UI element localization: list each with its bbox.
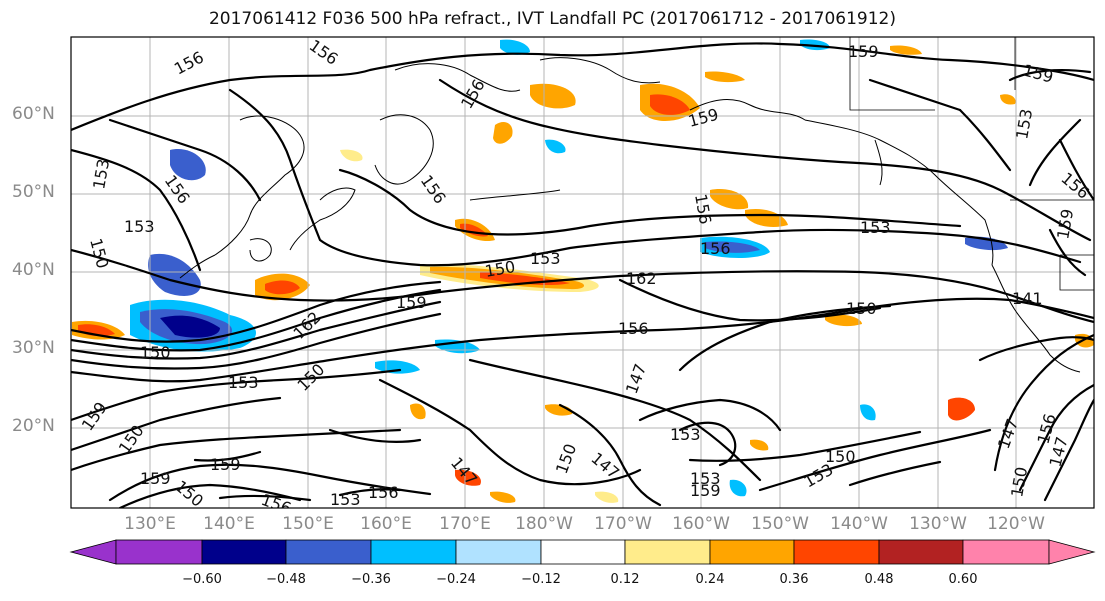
lon-label: 180°W	[515, 514, 573, 534]
colorbar	[69, 539, 1096, 565]
lon-label: 130°E	[124, 514, 176, 534]
colorbar-tick: −0.24	[436, 572, 476, 587]
contour-label: 156	[368, 483, 399, 502]
map-title: 2017061412 F036 500 hPa refract., IVT La…	[208, 9, 896, 29]
lat-label: 50°N	[12, 182, 55, 202]
contour-label: 153	[690, 469, 721, 488]
contour-label: 153	[670, 425, 701, 444]
lon-label: 140°W	[830, 514, 888, 534]
contour-label: 150	[846, 299, 877, 318]
colorbar-tick: 0.60	[948, 572, 978, 587]
colorbar-tick: −0.60	[182, 572, 222, 587]
colorbar-tick: 0.12	[610, 572, 640, 587]
shaded-anomalies	[72, 39, 1094, 503]
lon-label: 120°W	[987, 514, 1045, 534]
colorbar-tick: −0.12	[521, 572, 561, 587]
lon-label: 150°W	[751, 514, 809, 534]
contour-label: 162	[626, 269, 657, 288]
contour-label: 153	[330, 490, 361, 509]
lat-label: 20°N	[12, 416, 55, 436]
colorbar-tick: 0.36	[779, 572, 809, 587]
coastlines	[179, 57, 1081, 373]
contour-label: 150	[825, 447, 856, 466]
contour-label: 159	[210, 455, 241, 474]
lon-label: 170°W	[594, 514, 652, 534]
height-contours	[71, 42, 1094, 508]
colorbar-tick: 0.24	[695, 572, 725, 587]
colorbar-extend-high	[1048, 539, 1096, 565]
contour-label: 156	[700, 239, 731, 258]
lat-label: 30°N	[12, 338, 55, 358]
colorbar-tick: 0.48	[864, 572, 894, 587]
contour-label: 150	[140, 343, 171, 362]
contour-label: 159	[396, 293, 427, 312]
lon-label: 130°W	[909, 514, 967, 534]
lat-label: 40°N	[12, 260, 55, 280]
lon-label: 170°E	[439, 514, 491, 534]
lon-label: 160°E	[360, 514, 412, 534]
colorbar-extend-low	[69, 539, 117, 565]
contour-label: 159	[140, 469, 171, 488]
contour-label: 159	[848, 42, 879, 61]
lon-label: 140°E	[203, 514, 255, 534]
map-frame	[70, 36, 1095, 509]
contour-label: 141	[1012, 289, 1043, 308]
contour-label: 153	[860, 218, 891, 237]
contour-label: 153	[530, 249, 561, 268]
lon-label: 150°E	[282, 514, 334, 534]
contour-label: 159	[690, 481, 721, 500]
contour-label: 156	[618, 319, 649, 338]
contour-label: 153	[124, 217, 155, 236]
lat-label: 60°N	[12, 104, 55, 124]
lon-label: 160°W	[672, 514, 730, 534]
colorbar-tick: −0.36	[351, 572, 391, 587]
contour-label: 153	[228, 373, 259, 392]
map-panel: 156 156 159 159 153 156 153 156 156 159 …	[71, 37, 1094, 509]
colorbar-tick: −0.48	[266, 572, 306, 587]
